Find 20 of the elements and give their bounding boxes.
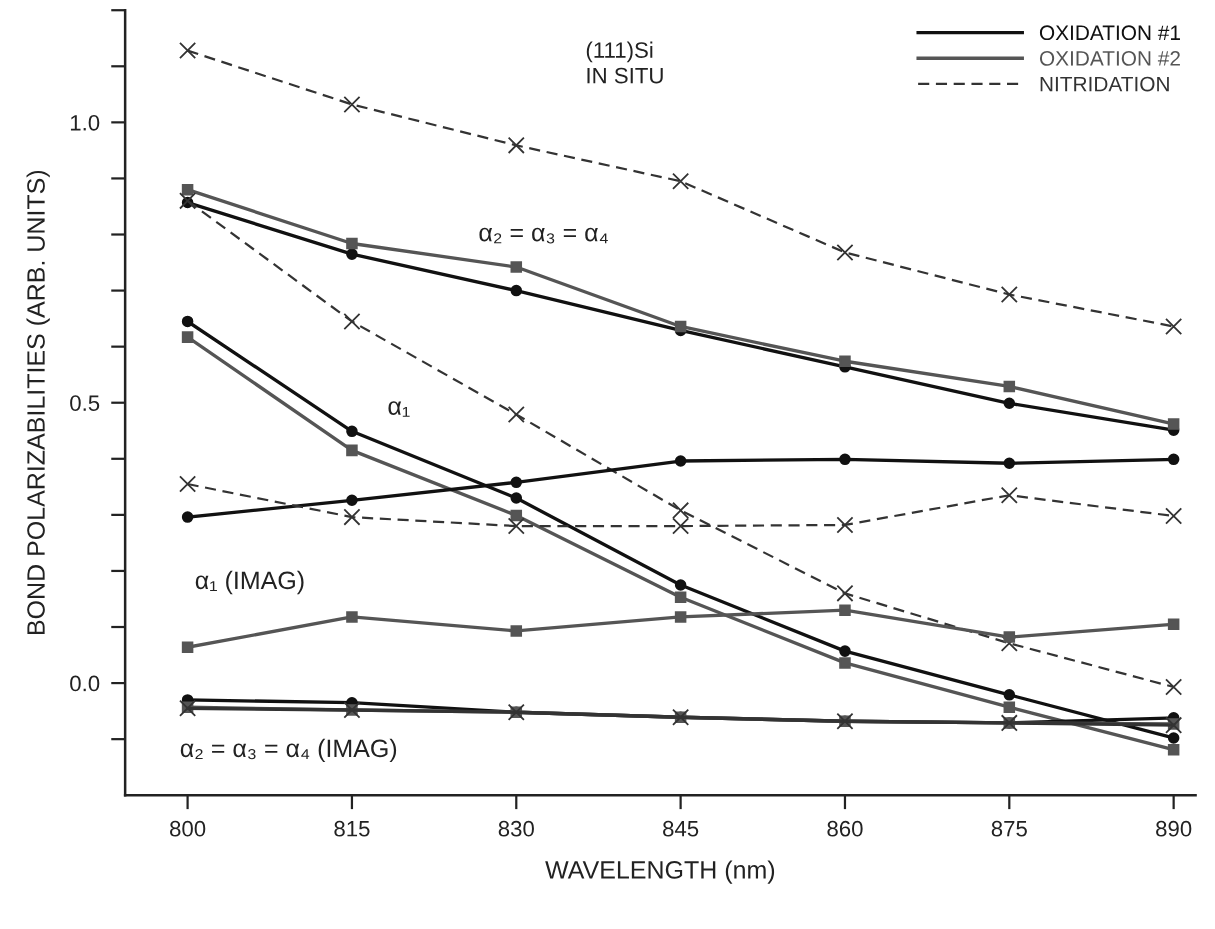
annotation: α₂ = α₃ = α₄ (IMAG) (180, 738, 397, 763)
annotation: α₁ (IMAG) (195, 570, 304, 595)
x-axis-title: WAVELENGTH (nm) (545, 860, 775, 884)
x-tick-label: 845 (663, 820, 699, 837)
annotation: α₁ (388, 401, 410, 417)
y-axis-title: BOND POLARIZABILITIES (ARB. UNITS) (26, 170, 50, 635)
annotation: (111)Si IN SITU (586, 41, 663, 84)
text: NITRIDATION (1040, 76, 1169, 92)
y-tick-label: 1.0 (70, 114, 100, 131)
text: OXIDATION #1 (1039, 25, 1180, 41)
x-tick-label: 890 (1156, 820, 1192, 837)
x-tick-label: 830 (498, 820, 534, 837)
y-tick-label: 0.0 (70, 675, 100, 692)
x-tick-label: 815 (334, 820, 370, 837)
annotation: α₂ = α₃ = α₄ (479, 227, 608, 244)
x-tick-label: 860 (827, 820, 863, 837)
x-tick-label: 875 (991, 820, 1027, 837)
x-tick-label: 800 (170, 820, 206, 837)
text: OXIDATION #2 (1039, 51, 1180, 66)
y-tick-label: 0.5 (70, 395, 100, 411)
